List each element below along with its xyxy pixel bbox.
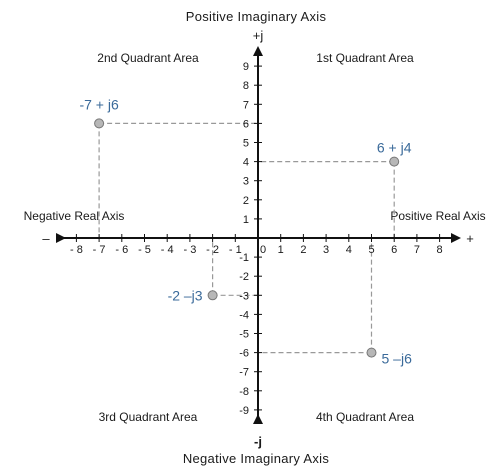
origin-label: 0	[260, 244, 266, 256]
data-point-label: 6 + j4	[377, 140, 412, 156]
data-points: -7 + j6 6 + j4 -2 –j3 5 –j6	[79, 96, 412, 366]
minus-j-label: -j	[254, 434, 262, 449]
y-tick-label: -9	[239, 405, 249, 417]
data-point	[207, 290, 218, 301]
y-tick-label: 6	[243, 118, 249, 130]
x-tick-label: - 6	[115, 244, 128, 256]
x-tick-label: 2	[300, 244, 306, 256]
guide-lines	[98, 122, 395, 354]
axis-ticks: - 8- 7- 6- 5- 4- 3- 2- 1 1 2 3 4 5 6 7 80-9-8-7-…	[70, 61, 443, 417]
x-tick-label: - 1	[229, 244, 242, 256]
y-tick-label: 4	[243, 157, 249, 169]
y-tick-label: -1	[239, 252, 249, 264]
x-tick-label: - 5	[138, 244, 151, 256]
y-tick-label: -6	[239, 348, 249, 360]
x-tick-label: 6	[391, 244, 397, 256]
plus-sign-label: +	[466, 231, 474, 246]
x-tick-label: 8	[437, 244, 443, 256]
quadrant-3-label: 3rd Quadrant Area	[99, 410, 198, 424]
quadrant-1-label: 1st Quadrant Area	[316, 51, 414, 65]
y-tick-label: -2	[239, 271, 249, 283]
y-tick-label: 5	[243, 138, 249, 150]
data-point	[389, 156, 400, 167]
y-tick-label: 8	[243, 80, 249, 92]
y-tick-label: 1	[243, 214, 249, 226]
positive-real-axis-title: Positive Real Axis	[390, 209, 485, 223]
data-point	[366, 347, 377, 358]
x-tick-label: - 7	[93, 244, 106, 256]
x-tick-label: 4	[346, 244, 352, 256]
minus-sign-label: –	[42, 231, 50, 246]
x-tick-label: 5	[368, 244, 374, 256]
y-tick-label: 7	[243, 99, 249, 111]
data-point-label: -7 + j6	[79, 96, 119, 112]
data-point-label: -2 –j3	[168, 287, 203, 303]
positive-imaginary-axis-title: Positive Imaginary Axis	[186, 9, 327, 24]
negative-imaginary-axis-title: Negative Imaginary Axis	[183, 451, 330, 466]
y-tick-label: 9	[243, 61, 249, 73]
y-tick-label: -4	[239, 309, 249, 321]
x-tick-label: 1	[278, 244, 284, 256]
x-tick-label: - 8	[70, 244, 83, 256]
x-tick-label: - 4	[161, 244, 174, 256]
data-point-label: 5 –j6	[382, 351, 413, 367]
y-tick-label: -7	[239, 367, 249, 379]
plus-j-label: +j	[253, 28, 264, 43]
axes	[56, 46, 461, 424]
y-tick-label: 3	[243, 176, 249, 188]
y-tick-label: -3	[239, 290, 249, 302]
data-point	[94, 118, 105, 129]
x-tick-label: 7	[414, 244, 420, 256]
negative-real-axis-title: Negative Real Axis	[24, 209, 125, 223]
x-tick-label: - 3	[183, 244, 196, 256]
y-tick-label: 2	[243, 195, 249, 207]
quadrant-4-label: 4th Quadrant Area	[316, 410, 414, 424]
x-tick-label: - 2	[206, 244, 219, 256]
x-tick-label: 3	[323, 244, 329, 256]
y-tick-label: -8	[239, 386, 249, 398]
y-tick-label: -5	[239, 329, 249, 341]
quadrant-2-label: 2nd Quadrant Area	[97, 51, 199, 65]
